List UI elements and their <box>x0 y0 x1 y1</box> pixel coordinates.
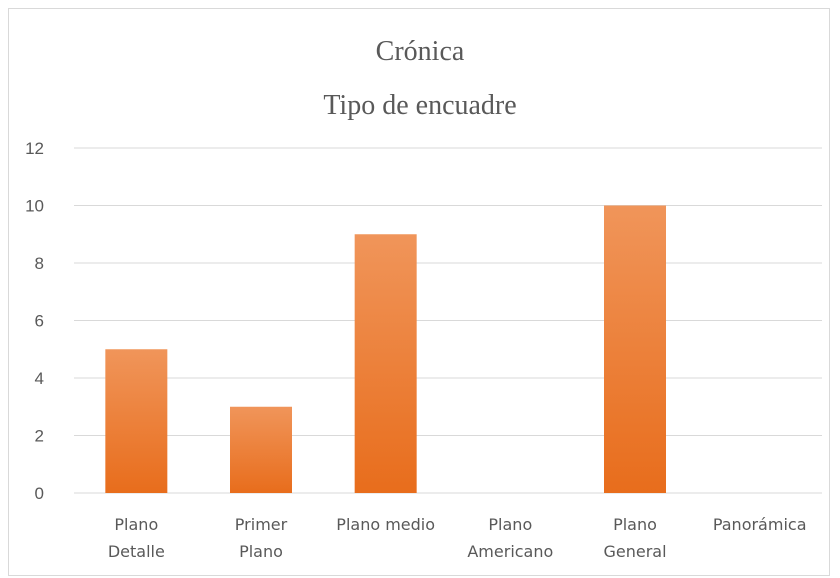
y-tick-label: 10 <box>25 197 44 216</box>
y-tick-label: 6 <box>35 312 44 331</box>
chart-title: Crónica <box>375 36 465 67</box>
y-axis-ticks: 0 2 4 6 8 10 12 <box>25 139 44 503</box>
x-category-label: General <box>603 542 666 561</box>
x-category-label: Plano <box>613 515 657 534</box>
x-category-label: Panorámica <box>713 515 807 534</box>
x-category-label: Americano <box>467 542 553 561</box>
y-tick-label: 12 <box>25 139 44 158</box>
x-category-label: Plano <box>239 542 283 561</box>
gridlines <box>74 147 822 494</box>
x-category-label: Plano <box>114 515 158 534</box>
bar <box>105 349 168 493</box>
bar <box>230 406 292 493</box>
bars <box>105 205 666 493</box>
y-tick-label: 4 <box>35 369 44 388</box>
x-axis-labels: Plano Detalle Primer Plano Plano medio Plano A… <box>108 515 807 561</box>
y-tick-label: 8 <box>35 254 44 273</box>
x-category-label: Plano <box>488 515 532 534</box>
x-category-label: Primer <box>235 515 288 534</box>
bar <box>604 205 666 493</box>
chart-subtitle: Tipo de encuadre <box>323 90 517 121</box>
bar <box>354 234 417 493</box>
y-tick-label: 2 <box>35 427 44 446</box>
x-category-label: Detalle <box>108 542 165 561</box>
y-tick-label: 0 <box>35 484 44 503</box>
x-category-label: Plano medio <box>336 515 435 534</box>
